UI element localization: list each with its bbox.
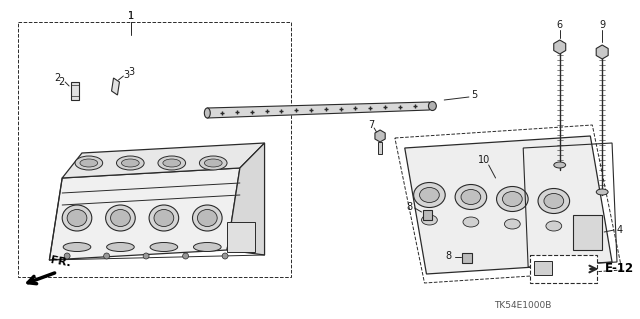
Ellipse shape bbox=[75, 156, 102, 170]
Text: 3: 3 bbox=[128, 67, 134, 77]
Ellipse shape bbox=[111, 210, 131, 226]
Text: 1: 1 bbox=[128, 11, 134, 21]
Text: 8: 8 bbox=[445, 251, 451, 261]
Circle shape bbox=[222, 253, 228, 259]
Ellipse shape bbox=[546, 221, 562, 231]
Text: TK54E1000B: TK54E1000B bbox=[495, 300, 552, 309]
Circle shape bbox=[64, 253, 70, 259]
Polygon shape bbox=[404, 136, 612, 274]
Ellipse shape bbox=[596, 189, 608, 195]
Circle shape bbox=[143, 253, 149, 259]
Ellipse shape bbox=[149, 205, 179, 231]
Ellipse shape bbox=[122, 159, 139, 167]
Bar bbox=[227, 222, 255, 252]
Ellipse shape bbox=[106, 205, 135, 231]
Ellipse shape bbox=[107, 242, 134, 251]
Polygon shape bbox=[111, 78, 120, 95]
Ellipse shape bbox=[204, 108, 211, 118]
Circle shape bbox=[182, 253, 189, 259]
Text: FR.: FR. bbox=[49, 256, 71, 269]
Bar bbox=[18, 22, 291, 277]
Ellipse shape bbox=[163, 159, 180, 167]
Ellipse shape bbox=[116, 156, 144, 170]
Text: E-12: E-12 bbox=[605, 263, 634, 276]
Polygon shape bbox=[49, 168, 240, 260]
Bar bbox=[534, 261, 552, 275]
Text: 5: 5 bbox=[471, 90, 477, 100]
Ellipse shape bbox=[150, 242, 178, 251]
Ellipse shape bbox=[62, 205, 92, 231]
Ellipse shape bbox=[422, 215, 437, 225]
Ellipse shape bbox=[158, 156, 186, 170]
Ellipse shape bbox=[80, 159, 98, 167]
Text: 3: 3 bbox=[124, 70, 129, 80]
Text: 2: 2 bbox=[54, 73, 60, 83]
Ellipse shape bbox=[204, 159, 222, 167]
Ellipse shape bbox=[197, 210, 217, 226]
Ellipse shape bbox=[497, 187, 528, 211]
Text: 9: 9 bbox=[599, 20, 605, 30]
Ellipse shape bbox=[63, 242, 91, 251]
Ellipse shape bbox=[420, 188, 439, 203]
Bar bbox=[71, 82, 79, 100]
Ellipse shape bbox=[463, 217, 479, 227]
Polygon shape bbox=[227, 143, 264, 255]
Ellipse shape bbox=[461, 189, 481, 204]
Text: 1: 1 bbox=[128, 11, 134, 21]
Ellipse shape bbox=[193, 242, 221, 251]
Ellipse shape bbox=[154, 210, 173, 226]
Bar bbox=[573, 215, 602, 250]
Polygon shape bbox=[62, 143, 264, 178]
Ellipse shape bbox=[428, 101, 436, 110]
Ellipse shape bbox=[538, 189, 570, 213]
Text: 8: 8 bbox=[406, 202, 413, 212]
Ellipse shape bbox=[502, 191, 522, 206]
Ellipse shape bbox=[413, 182, 445, 207]
Ellipse shape bbox=[455, 184, 486, 210]
Ellipse shape bbox=[200, 156, 227, 170]
Polygon shape bbox=[207, 102, 429, 118]
Bar bbox=[422, 210, 433, 220]
Text: 4: 4 bbox=[617, 225, 623, 235]
Ellipse shape bbox=[504, 219, 520, 229]
Text: 2: 2 bbox=[58, 77, 65, 87]
Ellipse shape bbox=[67, 210, 87, 226]
Ellipse shape bbox=[554, 162, 566, 168]
Bar bbox=[530, 255, 597, 283]
Text: 7: 7 bbox=[368, 120, 374, 130]
Circle shape bbox=[104, 253, 109, 259]
Ellipse shape bbox=[193, 205, 222, 231]
Text: 6: 6 bbox=[557, 20, 563, 30]
Bar bbox=[378, 142, 382, 154]
Bar bbox=[462, 253, 472, 263]
Text: 10: 10 bbox=[477, 155, 490, 165]
Ellipse shape bbox=[544, 194, 564, 209]
